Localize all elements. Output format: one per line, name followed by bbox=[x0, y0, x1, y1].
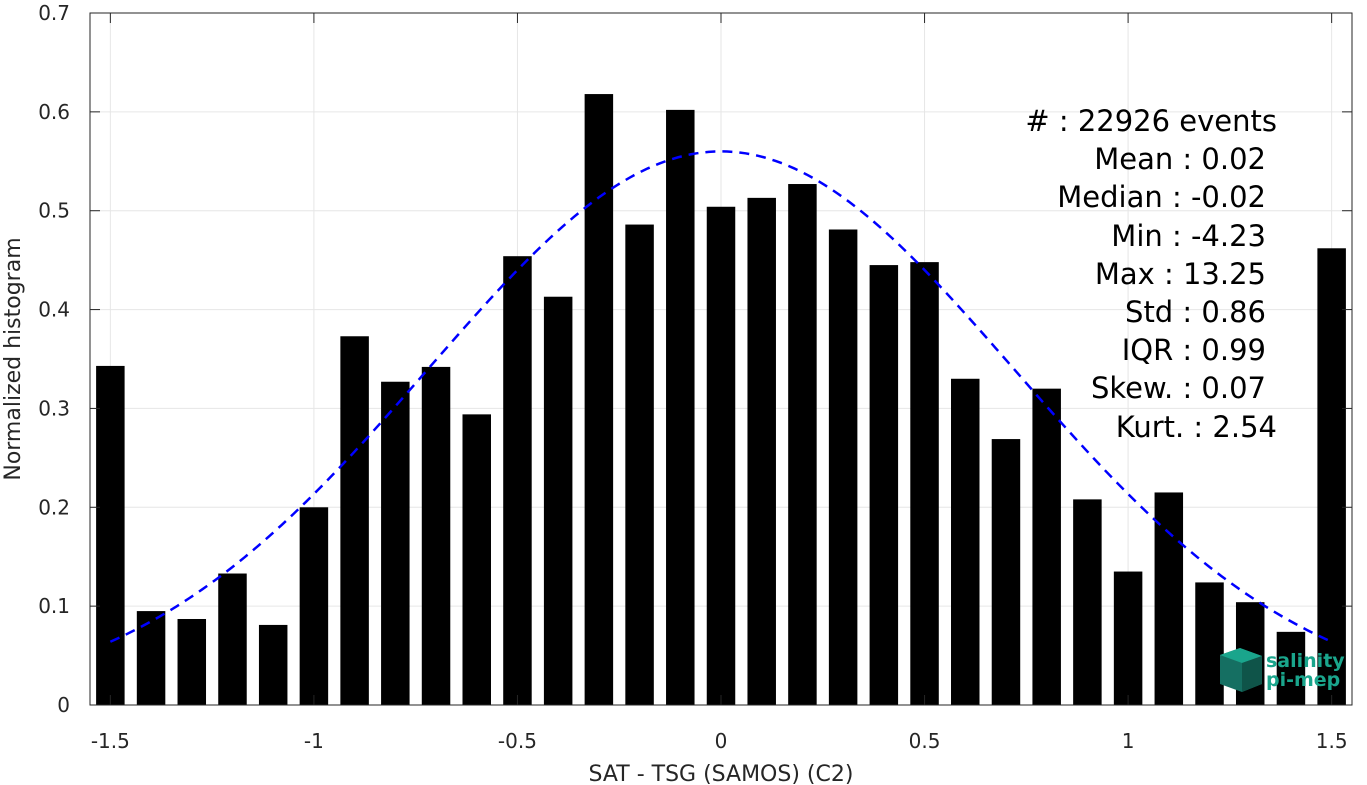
x-tick-label: -1 bbox=[304, 729, 324, 753]
histogram-bar bbox=[788, 184, 817, 706]
y-tick-label: 0.2 bbox=[38, 495, 70, 519]
x-tick-label: 1.5 bbox=[1316, 729, 1348, 753]
histogram-bar bbox=[1113, 571, 1143, 705]
histogram-bar bbox=[910, 262, 939, 705]
histogram-bar bbox=[625, 224, 654, 705]
histogram-bar bbox=[869, 265, 899, 705]
logo-line1: salinity bbox=[1266, 650, 1345, 672]
y-axis-label: Normalized histogram bbox=[1, 237, 26, 480]
stat-median: Median : -0.02 bbox=[1057, 180, 1266, 214]
x-tick-label: -0.5 bbox=[498, 729, 537, 753]
histogram-bar bbox=[584, 94, 614, 705]
histogram-bars bbox=[96, 94, 1346, 706]
histogram-bar bbox=[666, 109, 695, 705]
logo-line2: pi-mep bbox=[1266, 669, 1340, 691]
histogram-bar bbox=[258, 624, 288, 705]
y-tick-label: 0.4 bbox=[38, 298, 70, 322]
histogram-bar bbox=[462, 414, 491, 705]
histogram-bar bbox=[299, 507, 329, 705]
y-tick-label: 0.1 bbox=[38, 594, 70, 618]
stat-kurt: Kurt. : 2.54 bbox=[1116, 410, 1277, 444]
histogram-bar bbox=[991, 439, 1021, 705]
x-tick-label: 0 bbox=[715, 729, 728, 753]
histogram-bar bbox=[340, 336, 369, 705]
histogram-bar bbox=[218, 573, 247, 705]
histogram-bar bbox=[1073, 499, 1102, 705]
stat-max: Max : 13.25 bbox=[1095, 257, 1266, 291]
stat-std: Std : 0.86 bbox=[1125, 295, 1266, 329]
y-tick-label: 0.5 bbox=[38, 199, 70, 223]
statistics-annotation: # : 22926 events Mean : 0.02 Median : -0… bbox=[1025, 104, 1277, 444]
histogram-bar bbox=[951, 378, 980, 705]
histogram-bar bbox=[1276, 631, 1306, 705]
histogram-bar bbox=[381, 381, 410, 705]
y-tick-label: 0.7 bbox=[38, 1, 70, 25]
y-tick-labels: 0 0.1 0.2 0.3 0.4 0.5 0.6 0.7 bbox=[38, 1, 70, 717]
x-tick-label: -1.5 bbox=[91, 729, 130, 753]
cube-icon bbox=[1220, 648, 1262, 692]
histogram-bar bbox=[503, 256, 532, 705]
y-tick-label: 0 bbox=[57, 693, 70, 717]
stat-events: # : 22926 events bbox=[1025, 104, 1277, 138]
histogram-bar bbox=[421, 366, 451, 705]
salinity-pimep-logo: salinity pi-mep bbox=[1220, 648, 1345, 692]
histogram-bar bbox=[136, 611, 166, 705]
y-tick-label: 0.3 bbox=[38, 396, 70, 420]
y-tick-label: 0.6 bbox=[38, 100, 70, 124]
histogram-bar bbox=[1032, 388, 1061, 705]
stat-min: Min : -4.23 bbox=[1111, 219, 1266, 253]
histogram-bar bbox=[1154, 492, 1184, 705]
stat-skew: Skew. : 0.07 bbox=[1091, 371, 1266, 405]
x-axis-label: SAT - TSG (SAMOS) (C2) bbox=[589, 762, 854, 785]
x-tick-labels: -1.5 -1 -0.5 0 0.5 1 1.5 bbox=[91, 729, 1348, 753]
x-tick-label: 1 bbox=[1122, 729, 1135, 753]
stat-mean: Mean : 0.02 bbox=[1094, 142, 1266, 176]
histogram-bar bbox=[1317, 248, 1346, 705]
histogram-bar bbox=[1195, 582, 1224, 705]
histogram-bar bbox=[747, 197, 776, 705]
histogram-bar bbox=[543, 296, 573, 705]
x-tick-label: 0.5 bbox=[909, 729, 941, 753]
histogram-bar bbox=[828, 229, 858, 706]
histogram-bar bbox=[706, 206, 736, 705]
histogram-bar bbox=[177, 618, 207, 705]
axis-ticks bbox=[90, 12, 1352, 706]
stat-iqr: IQR : 0.99 bbox=[1122, 333, 1266, 367]
histogram-bar bbox=[96, 365, 125, 705]
